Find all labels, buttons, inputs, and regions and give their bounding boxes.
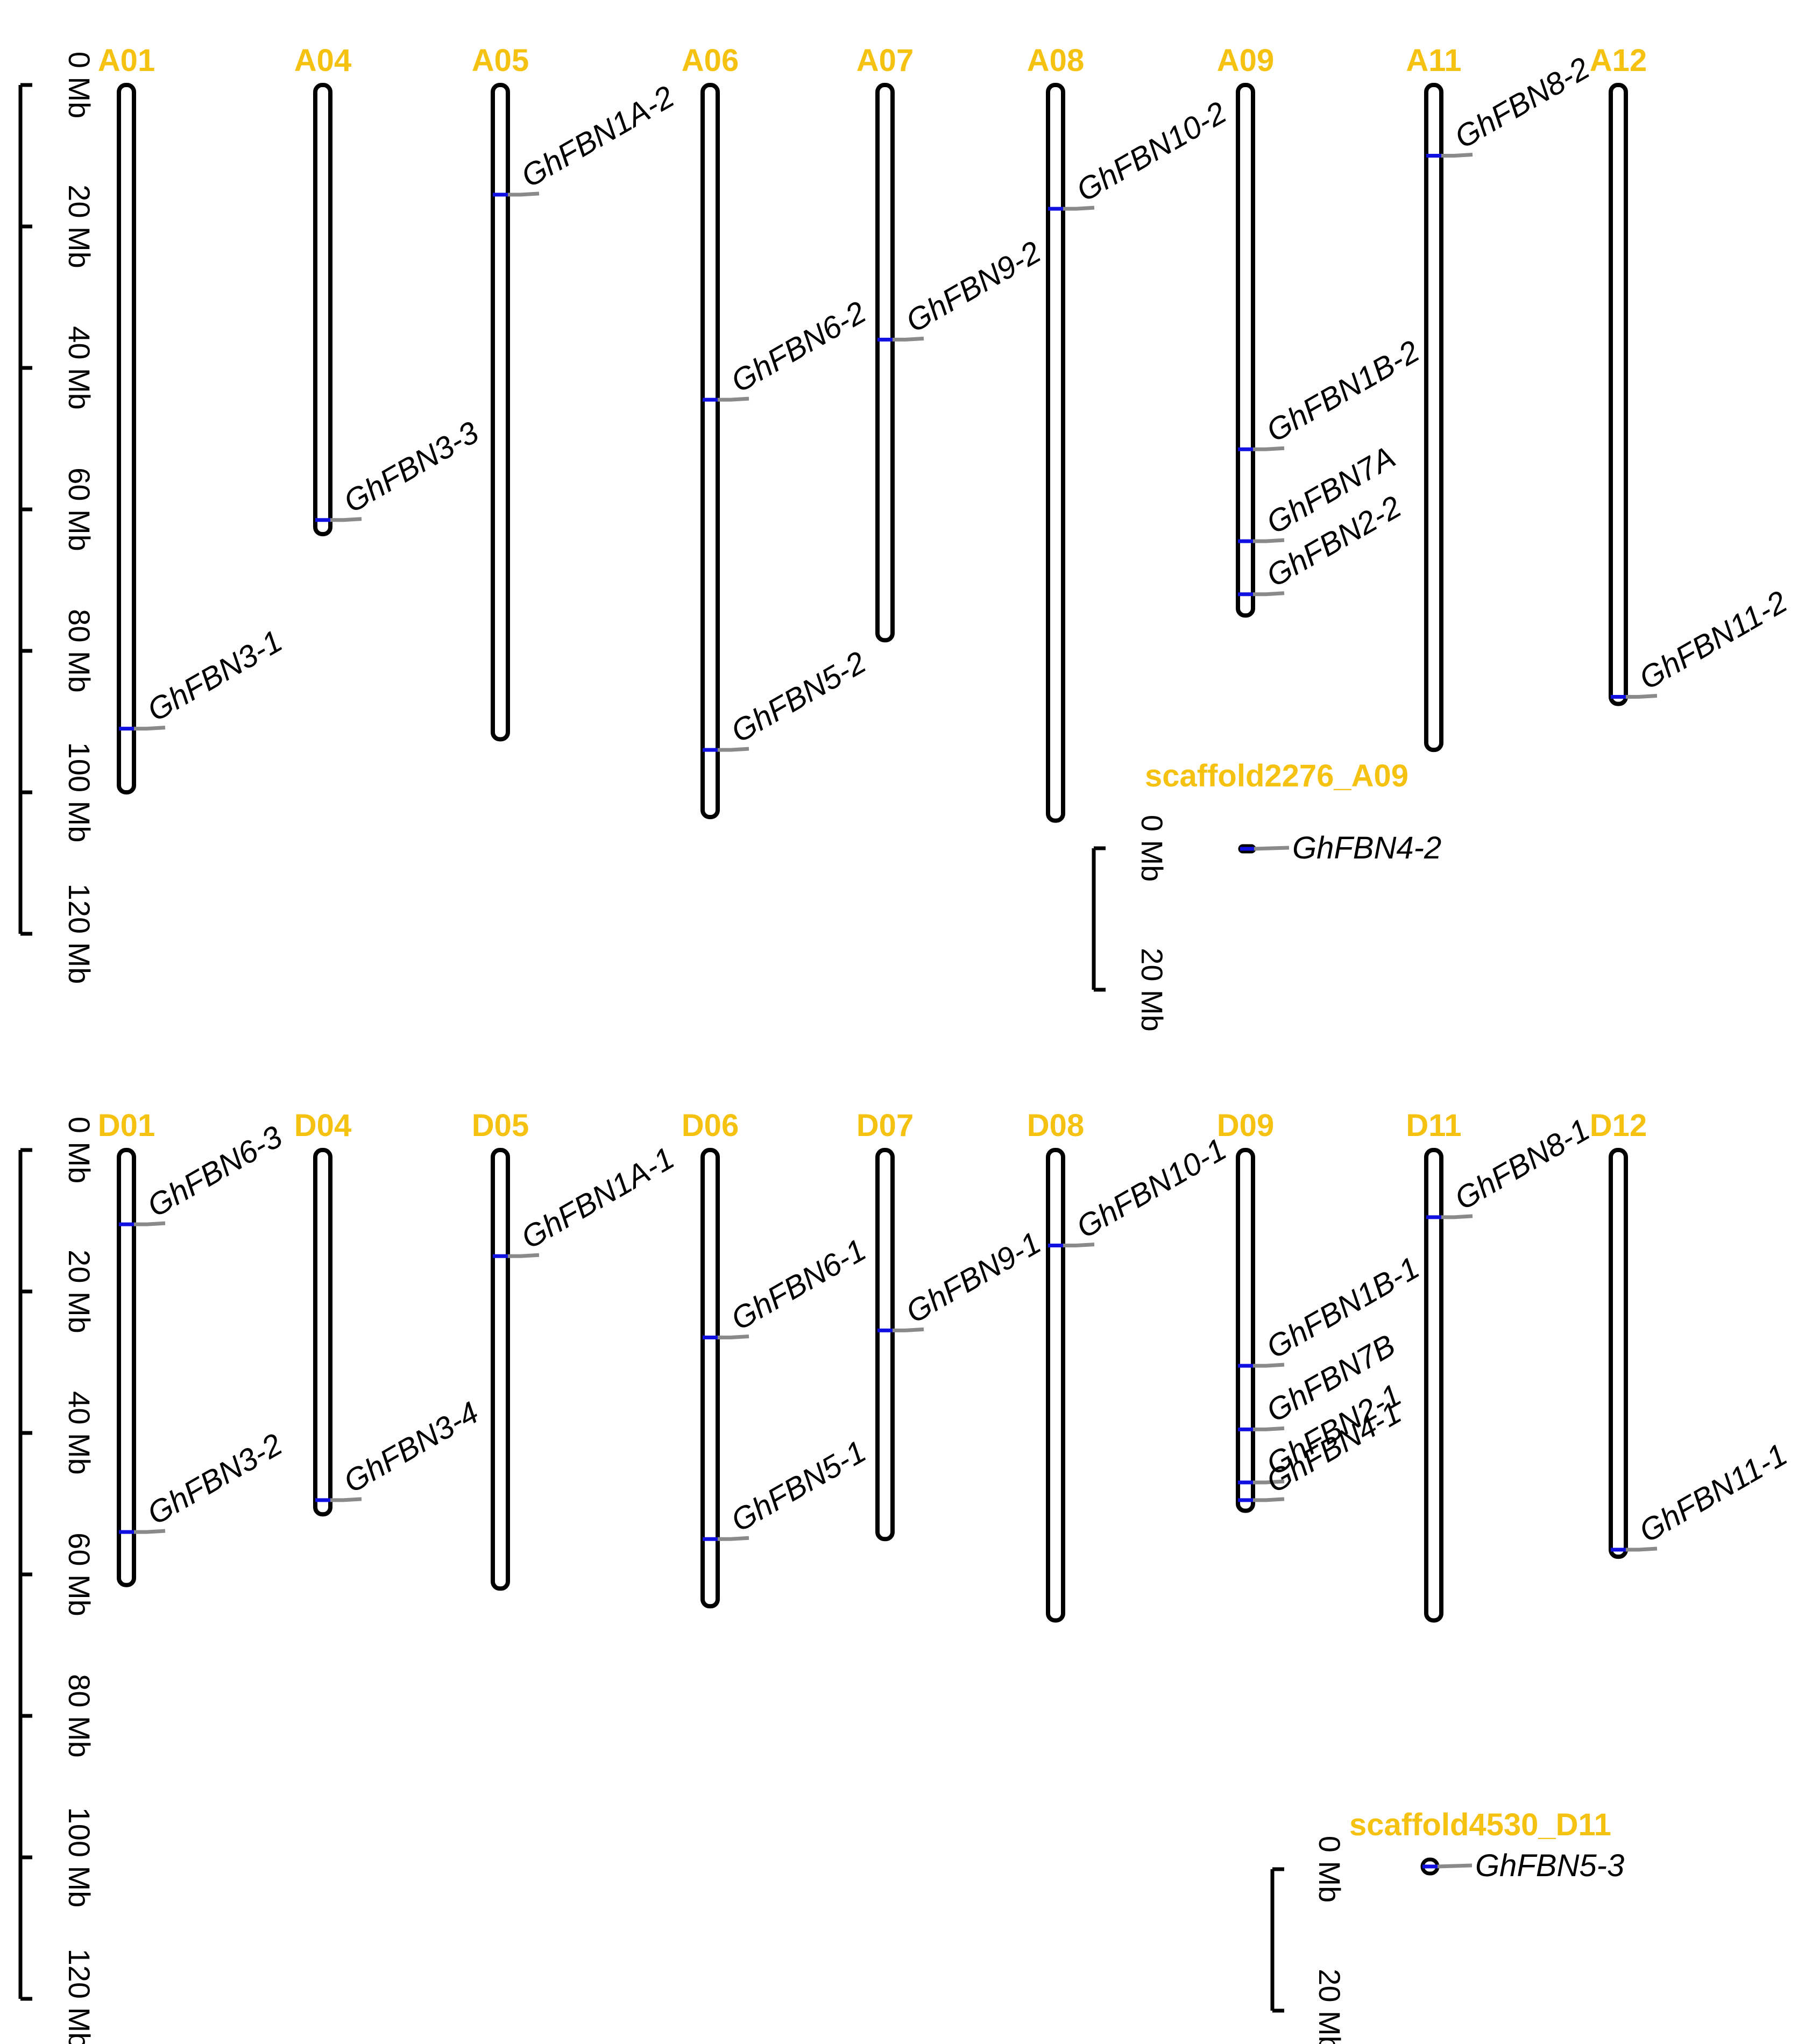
scaffold-axis-tick-label: 0 Mb <box>1135 815 1169 882</box>
scaffold-axis-tick-label: 20 Mb <box>1313 1969 1347 2044</box>
chromosome-d01 <box>117 1148 136 1587</box>
chromosome-label-a06: A06 <box>682 43 739 78</box>
axis-tick-label: 60 Mb <box>62 467 96 551</box>
gene-label-ghfbn4-2: GhFBN4-2 <box>1292 831 1441 865</box>
chromosome-label-a08: A08 <box>1027 43 1084 78</box>
scaffold-label: scaffold2276_A09 <box>1145 758 1408 793</box>
chromosome-a12 <box>1609 83 1628 706</box>
gene-leader-line <box>893 1327 924 1332</box>
chromosome-label-d06: D06 <box>682 1108 739 1143</box>
chromosome-a11 <box>1424 83 1443 753</box>
chromosome-label-a09: A09 <box>1217 43 1274 78</box>
gene-leader-line <box>330 517 362 522</box>
axis-tick-label: 40 Mb <box>62 1391 96 1475</box>
axis-tick-label: 40 Mb <box>62 326 96 410</box>
chromosome-label-d04: D04 <box>294 1108 351 1143</box>
chromosome-a07 <box>875 83 895 643</box>
chromosome-label-d01: D01 <box>98 1108 155 1143</box>
gene-leader-line <box>1253 1497 1285 1502</box>
gene-leader-line <box>1437 1863 1473 1869</box>
chromosome-d09 <box>1236 1148 1255 1513</box>
chromosome-label-a05: A05 <box>472 43 529 78</box>
chromosome-a01 <box>117 83 136 794</box>
chromosome-label-a04: A04 <box>294 43 351 78</box>
scaffold-label: scaffold4530_D11 <box>1349 1807 1611 1842</box>
chromosome-d12 <box>1609 1148 1628 1559</box>
gene-leader-line <box>1441 1214 1473 1219</box>
chromosome-d06 <box>700 1148 720 1609</box>
gene-leader-line <box>508 1253 540 1258</box>
chromosome-a08 <box>1046 83 1065 823</box>
gene-leader-line <box>1253 1479 1285 1485</box>
gene-leader-line <box>1626 693 1658 699</box>
gene-label-ghfbn5-3: GhFBN5-3 <box>1475 1848 1624 1883</box>
gene-leader-line <box>1253 591 1285 597</box>
chromosome-label-d05: D05 <box>472 1108 529 1143</box>
chromosome-a09 <box>1236 83 1255 618</box>
chromosome-label-d09: D09 <box>1217 1108 1274 1143</box>
chromosome-label-a12: A12 <box>1590 43 1647 78</box>
chromosome-a06 <box>700 83 720 820</box>
gene-leader-line <box>718 396 749 402</box>
chromosome-d08 <box>1046 1148 1065 1623</box>
chromosome-label-a11: A11 <box>1406 43 1461 78</box>
chromosome-d11 <box>1424 1148 1443 1623</box>
axis-tick-label: 0 Mb <box>62 52 96 119</box>
scaffold-axis-tick-label: 20 Mb <box>1135 948 1169 1032</box>
gene-leader-line <box>1626 1546 1658 1552</box>
gene-leader-line <box>1253 1362 1285 1368</box>
chromosome-d07 <box>875 1148 895 1542</box>
chromosome-label-d11: D11 <box>1406 1108 1461 1143</box>
chromosome-label-a01: A01 <box>98 43 155 78</box>
axis-tick-label: 120 Mb <box>62 1949 96 2044</box>
gene-leader-line <box>1063 1243 1095 1248</box>
chromosome-label-d08: D08 <box>1027 1108 1084 1143</box>
gene-leader-line <box>1441 153 1473 158</box>
chromosome-a04 <box>313 83 332 537</box>
axis-tick-label: 100 Mb <box>62 1807 96 1908</box>
chromosome-d05 <box>491 1148 510 1591</box>
chromosome-d04 <box>313 1148 332 1517</box>
gene-leader-line <box>1253 1426 1285 1431</box>
gene-leader-line <box>718 747 749 752</box>
gene-leader-line <box>330 1497 362 1502</box>
gene-leader-line <box>1253 538 1285 543</box>
gene-leader-line <box>508 191 540 197</box>
axis-tick-label: 60 Mb <box>62 1532 96 1616</box>
chromosome-a05 <box>491 83 510 742</box>
gene-leader-line <box>1253 446 1285 451</box>
axis-tick-label: 80 Mb <box>62 609 96 693</box>
axis-tick-label: 0 Mb <box>62 1117 96 1184</box>
axis-tick-label: 100 Mb <box>62 742 96 843</box>
gene-leader-line <box>1254 846 1290 851</box>
gene-leader-line <box>1063 205 1095 211</box>
axis-tick-label: 120 Mb <box>62 884 96 984</box>
gene-leader-line <box>134 1529 166 1534</box>
gene-leader-line <box>134 1221 166 1226</box>
gene-leader-line <box>718 1536 749 1541</box>
scaffold-axis-tick-label: 0 Mb <box>1313 1836 1347 1903</box>
axis-tick-label: 80 Mb <box>62 1674 96 1758</box>
chromosome-label-d12: D12 <box>1590 1108 1647 1143</box>
chromosome-label-d07: D07 <box>856 1108 914 1143</box>
axis-tick-label: 20 Mb <box>62 1250 96 1333</box>
gene-leader-line <box>718 1334 749 1339</box>
gene-leader-line <box>893 336 924 342</box>
chromosome-label-a07: A07 <box>856 43 914 78</box>
axis-tick-label: 20 Mb <box>62 184 96 268</box>
gene-leader-line <box>134 726 166 731</box>
